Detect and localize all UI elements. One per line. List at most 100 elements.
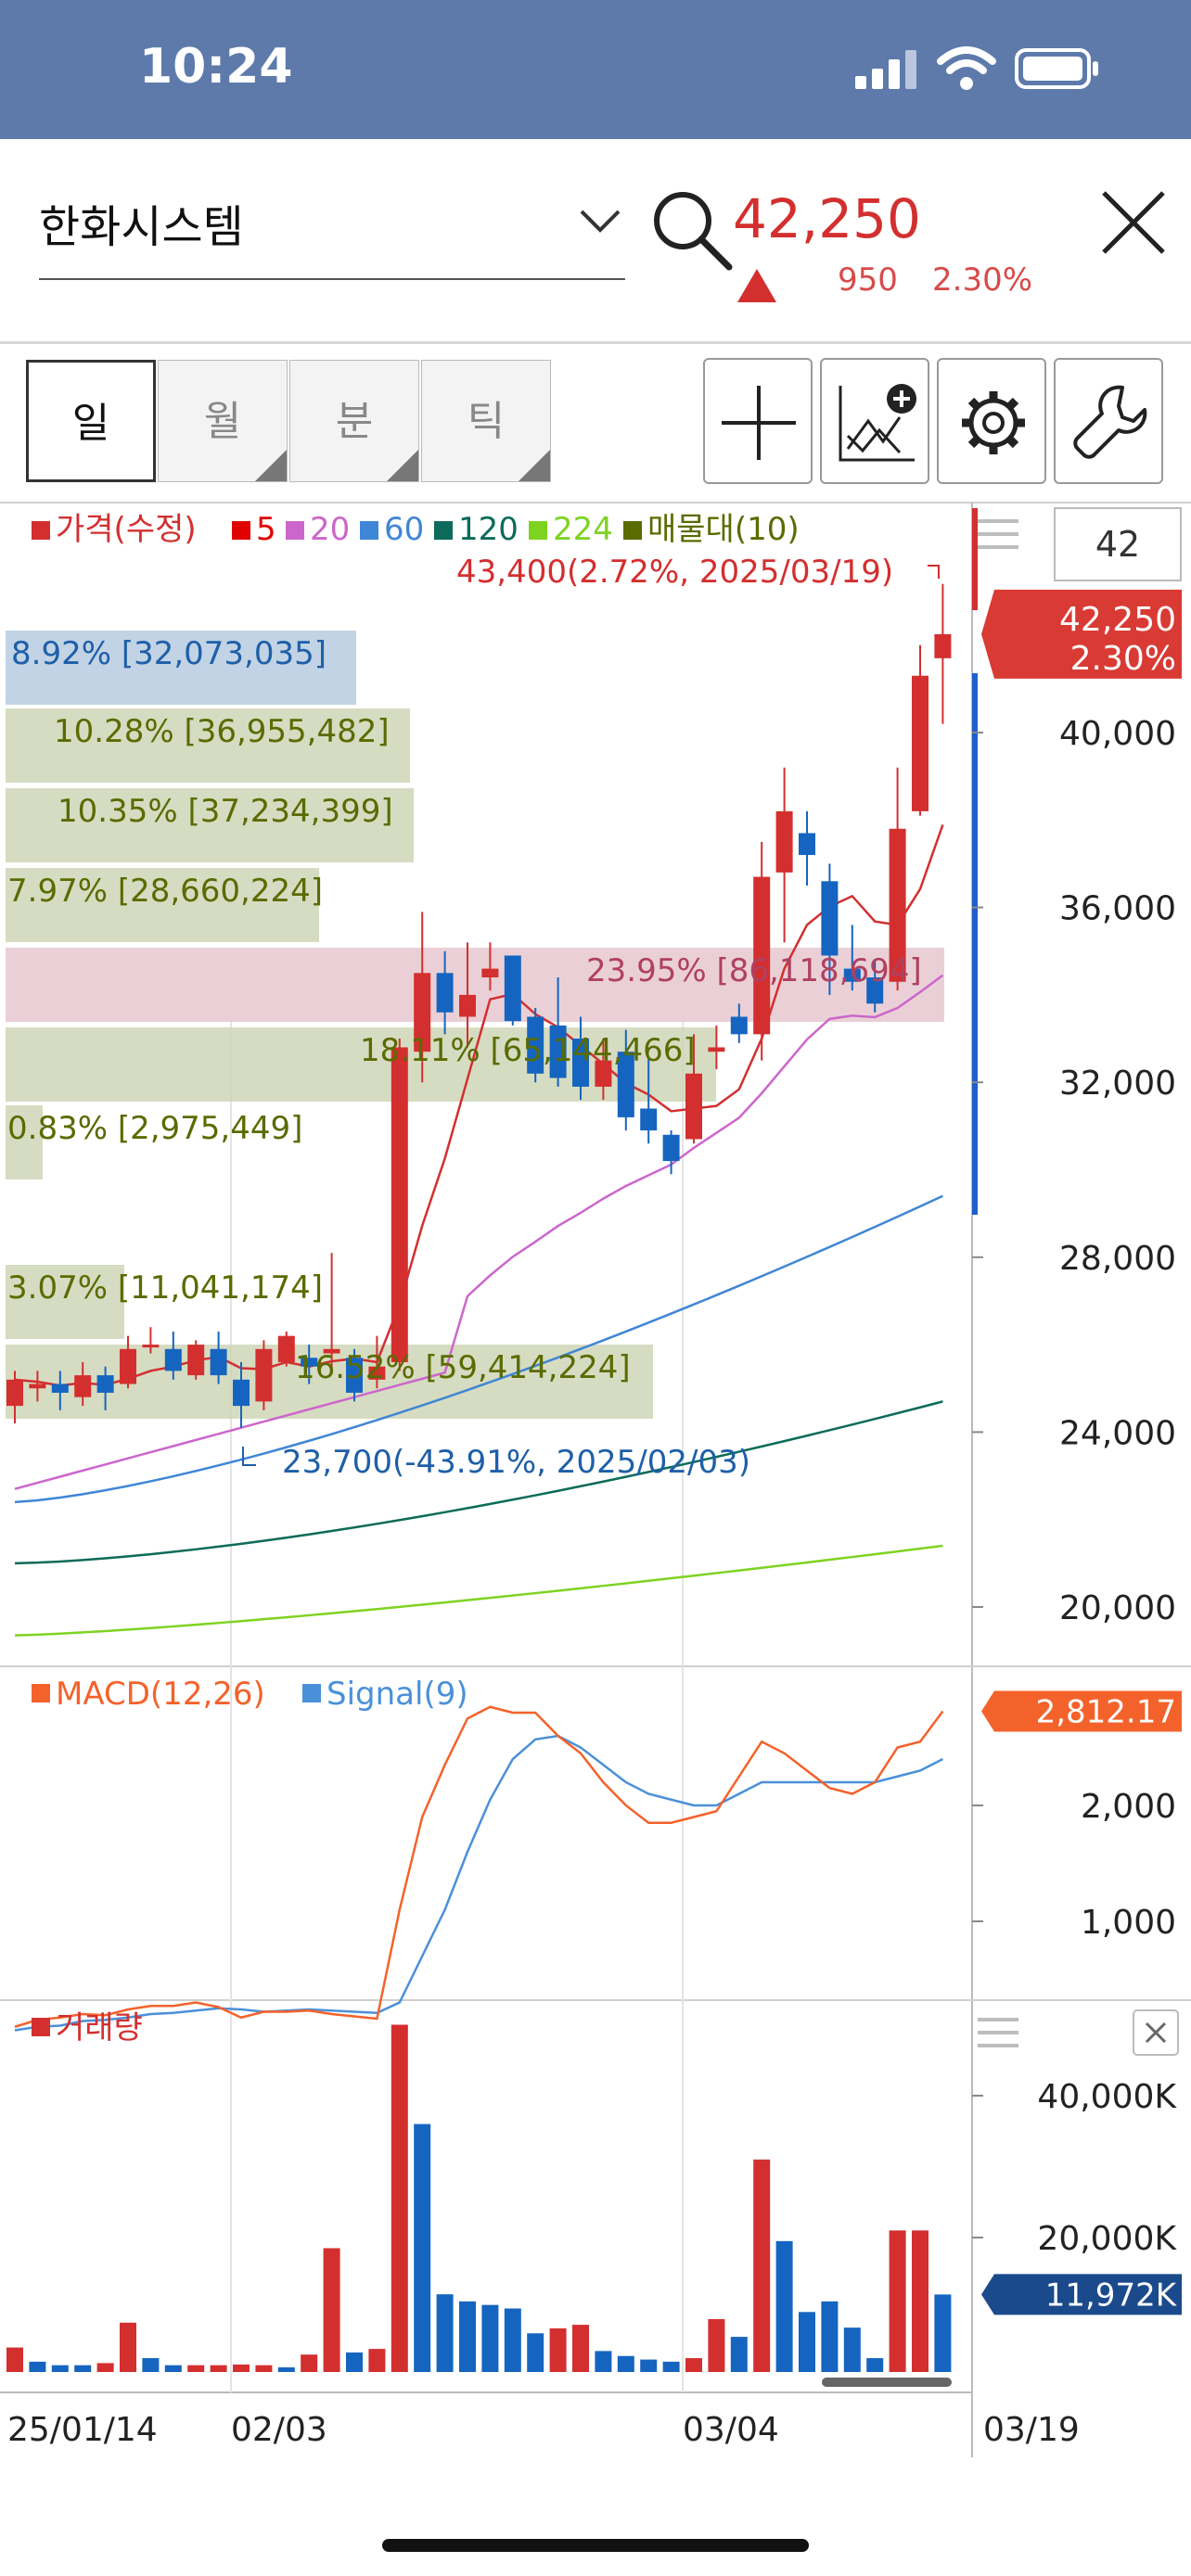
volume-profile-label: 18.11% [65,144,466] bbox=[360, 1032, 696, 1069]
volume-bar bbox=[368, 2349, 386, 2372]
candle-body bbox=[775, 810, 793, 873]
candle-body bbox=[821, 881, 839, 956]
volume-bar bbox=[549, 2327, 567, 2372]
candle-body bbox=[29, 1384, 46, 1389]
volume-bar bbox=[753, 2159, 771, 2372]
volume-bar bbox=[708, 2318, 725, 2372]
volume-bar bbox=[120, 2322, 136, 2372]
volume-badge bbox=[981, 2274, 1182, 2315]
close-panel-icon[interactable] bbox=[1133, 2009, 1179, 2056]
chevron-down-icon[interactable] bbox=[577, 202, 623, 239]
volume-bar bbox=[821, 2301, 839, 2372]
candle-body bbox=[866, 977, 884, 1004]
candle-body bbox=[889, 828, 906, 982]
legend-swatch bbox=[232, 521, 250, 540]
home-indicator bbox=[382, 2539, 809, 2552]
tab-corner-marker bbox=[387, 450, 418, 481]
candle-body bbox=[51, 1384, 69, 1393]
volume-bar bbox=[414, 2123, 431, 2372]
price-y-tick-label: 36,000 bbox=[1059, 890, 1176, 928]
volume-bar bbox=[572, 2325, 589, 2372]
volume-profile-bar bbox=[6, 1265, 124, 1339]
macd-badge bbox=[981, 1690, 1182, 1732]
legend-swatch bbox=[360, 521, 378, 540]
tab-tick[interactable]: 틱 bbox=[421, 360, 551, 482]
tab-tick-label: 틱 bbox=[467, 398, 506, 445]
volume-bar bbox=[255, 2365, 273, 2372]
legend-swatch bbox=[32, 521, 50, 540]
volume-y-tick-label: 20,000K bbox=[1037, 2220, 1177, 2258]
tab-minute[interactable]: 분 bbox=[289, 360, 419, 482]
stock-header: 한화시스템 42,250 950 2.30% bbox=[0, 139, 1191, 344]
high-price-annotation: 43,400(2.72%, 2025/03/19) bbox=[456, 554, 893, 591]
candle-body bbox=[662, 1134, 680, 1162]
candle-body bbox=[549, 1025, 567, 1078]
volume-bar bbox=[346, 2352, 363, 2372]
candle-body bbox=[685, 1073, 702, 1140]
stock-name[interactable]: 한화시스템 bbox=[39, 201, 244, 253]
volume-bar bbox=[799, 2312, 815, 2372]
candle-body bbox=[6, 1379, 23, 1407]
close-icon[interactable] bbox=[1096, 185, 1171, 260]
volume-bar bbox=[843, 2327, 861, 2372]
search-icon[interactable] bbox=[649, 187, 735, 273]
crosshair-button[interactable] bbox=[703, 358, 813, 484]
candle-body bbox=[572, 1039, 589, 1087]
current-price-badge bbox=[981, 589, 1182, 679]
volume-bar bbox=[617, 2355, 634, 2372]
battery-icon bbox=[1015, 48, 1098, 89]
candle-body bbox=[436, 973, 454, 1013]
candle-body bbox=[843, 968, 861, 982]
candle-body bbox=[640, 1108, 658, 1131]
volume-bar bbox=[685, 2358, 702, 2372]
volume-profile-bar bbox=[6, 708, 410, 783]
candle-body bbox=[459, 994, 476, 1017]
legend-swatch bbox=[302, 1684, 321, 1702]
candle-body bbox=[595, 1060, 612, 1087]
crosshair-icon bbox=[722, 386, 796, 460]
volume-bar bbox=[277, 2366, 295, 2372]
tab-monthly[interactable]: 월 bbox=[158, 360, 288, 482]
volume-bar bbox=[96, 2363, 114, 2372]
candle-body bbox=[708, 1047, 725, 1052]
menu-icon[interactable] bbox=[978, 2018, 1018, 2047]
volume-badge-value: 11,972K bbox=[1045, 2276, 1178, 2314]
low-price-annotation: 23,700(-43.91%, 2025/02/03) bbox=[282, 1444, 750, 1481]
legend-label: 20 bbox=[310, 511, 350, 548]
scroll-indicator-up bbox=[972, 508, 978, 610]
volume-bar bbox=[142, 2358, 160, 2372]
candle-body bbox=[323, 1348, 340, 1354]
price-y-tick-label: 40,000 bbox=[1059, 715, 1176, 753]
price-y-tick-label: 28,000 bbox=[1059, 1240, 1176, 1278]
price-y-tick-label: 32,000 bbox=[1059, 1065, 1176, 1103]
x-axis-label: 25/01/14 bbox=[7, 2411, 158, 2449]
candle-body bbox=[730, 1016, 748, 1035]
period-input[interactable]: 42 bbox=[1054, 507, 1182, 581]
volume-bar bbox=[481, 2304, 499, 2372]
volume-bar bbox=[889, 2230, 906, 2372]
candle-body bbox=[481, 968, 499, 978]
volume-profile-label: 16.52% [59,414,224] bbox=[295, 1349, 631, 1386]
tools-button[interactable] bbox=[1054, 358, 1163, 484]
price-change-percent: 2.30% bbox=[932, 261, 1033, 299]
wifi-icon bbox=[937, 46, 996, 90]
candle-body bbox=[504, 955, 521, 1022]
status-time: 10:24 bbox=[139, 39, 293, 95]
volume-profile-bar bbox=[6, 631, 356, 705]
macd-y-tick-label: 2,000 bbox=[1081, 1788, 1176, 1826]
tab-corner-marker bbox=[255, 450, 287, 481]
volume-bar bbox=[391, 2024, 408, 2372]
menu-icon[interactable] bbox=[978, 519, 1018, 549]
candle-body bbox=[799, 833, 815, 856]
tab-monthly-label: 월 bbox=[203, 398, 242, 445]
tab-daily[interactable]: 일 bbox=[26, 360, 156, 482]
settings-button[interactable] bbox=[937, 358, 1046, 484]
volume-bar bbox=[934, 2294, 952, 2372]
tab-daily-label: 일 bbox=[71, 400, 110, 447]
stock-chart[interactable]: 42 MACD(12,26) Signal(9) 2,000 1,000 2,812.1… bbox=[0, 499, 1191, 2474]
add-indicator-button[interactable] bbox=[820, 358, 929, 484]
volume-bar bbox=[301, 2354, 318, 2372]
ma224-line bbox=[14, 1544, 943, 1637]
legend-label: 매물대(10) bbox=[647, 511, 800, 548]
horizontal-scroll-thumb[interactable] bbox=[822, 2378, 952, 2387]
